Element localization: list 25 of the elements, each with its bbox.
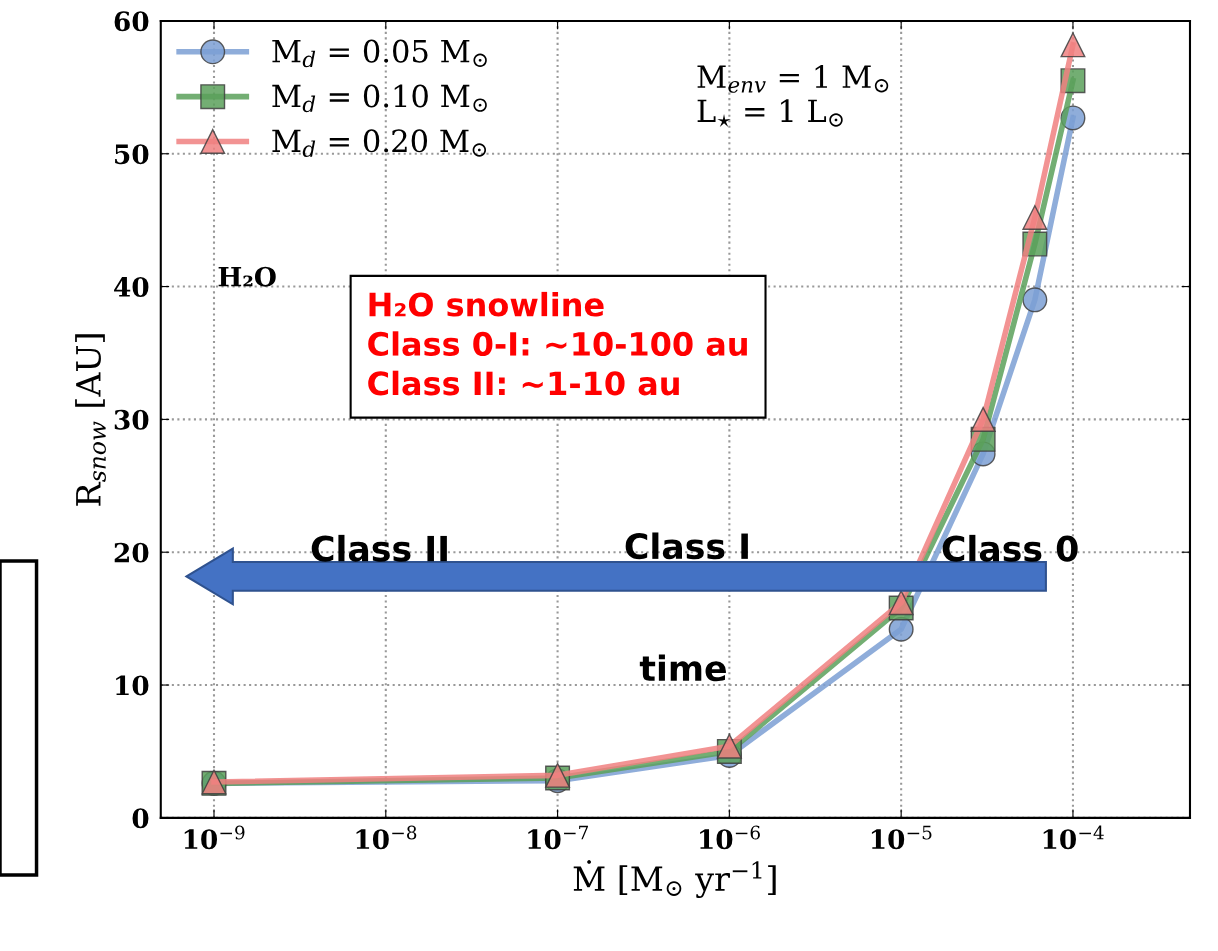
y-tick-label: 60: [114, 11, 149, 32]
annotation: time: [639, 654, 726, 682]
annotation: H₂O snowline Class 0-I: ~10-100 au Class II: ~1-10 au: [368, 291, 747, 396]
legend-label: M$_{d}$ = 0.10 M$_{⊙}$: [272, 84, 487, 113]
x-axis-title: Ṁ [M$_{⊙}$ yr$^{−1}$]: [573, 860, 776, 899]
y-tick-label: 40: [114, 277, 149, 297]
y-tick-label: 30: [114, 409, 149, 430]
x-tick-label: 10$^{−6}$: [700, 825, 760, 850]
x-tick-label: 10$^{−5}$: [871, 825, 932, 850]
legend-label: M$_{d}$ = 0.20 M$_{⊙}$: [272, 129, 487, 157]
x-tick-label: 10$^{−8}$: [356, 825, 417, 850]
annotation: Class 0: [942, 534, 1078, 562]
annotation: H₂O: [218, 266, 276, 287]
x-tick-label: 10$^{−9}$: [184, 825, 245, 850]
text: M$_{env}$ = 1 M$_{⊙}$ L$_{⋆}$ = 1 L$_{⊙}$: [697, 65, 889, 127]
annotation: Class II: [311, 534, 447, 562]
x-tick-label: 10$^{−7}$: [528, 825, 588, 850]
y-tick-label: 0: [132, 808, 149, 829]
x-tick-label: 10$^{−4}$: [1043, 825, 1104, 850]
y-tick-label: 10: [116, 675, 149, 696]
legend-label: M$_{d}$ = 0.05 M$_{⊙}$: [272, 39, 487, 68]
y-tick-label: 20: [114, 542, 149, 563]
y-tick-label: 50: [115, 144, 149, 165]
annotation: Class I: [625, 532, 748, 560]
y-axis-title: R$_{snow}$ [AU]: [75, 334, 106, 506]
